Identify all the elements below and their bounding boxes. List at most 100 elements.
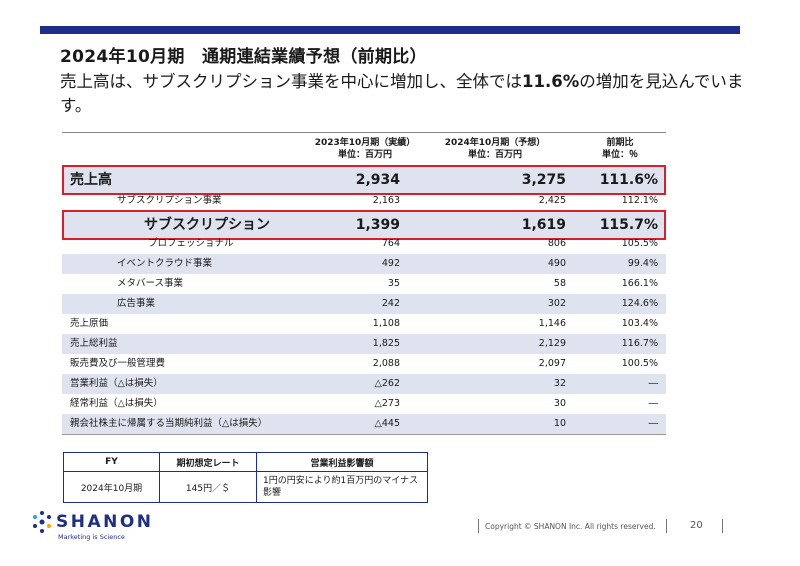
row-value-fy2023: 2,088 — [372, 358, 400, 369]
row-value-fy2024: 2,097 — [538, 358, 566, 369]
row-operating-income: 営業利益（△は損失） △262 32 ― — [62, 374, 666, 394]
row-value-yoy: ― — [648, 398, 659, 409]
row-professional: プロフェッショナル 764 806 105.5% — [62, 234, 666, 254]
row-value-fy2023: 35 — [387, 278, 400, 289]
row-value-yoy: 99.4% — [627, 258, 658, 269]
top-accent-bar — [40, 26, 740, 34]
row-value-yoy: 166.1% — [621, 278, 658, 289]
row-value-yoy: 115.7% — [599, 217, 658, 233]
row-value-fy2023: 242 — [381, 298, 400, 309]
row-value-fy2024: 490 — [547, 258, 566, 269]
fx-header-fy: FY — [63, 452, 160, 472]
row-value-yoy: 116.7% — [621, 338, 658, 349]
row-value-fy2024: 302 — [547, 298, 566, 309]
row-label: メタバース事業 — [117, 278, 184, 289]
subtitle-text: 売上高は、サブスクリプション事業を中心に増加し、全体では — [60, 72, 522, 91]
row-advertising: 広告事業 242 302 124.6% — [62, 294, 666, 314]
row-label: イベントクラウド事業 — [117, 258, 213, 269]
page-number: 20 — [690, 520, 703, 531]
row-label: 売上原価 — [70, 318, 109, 329]
footer-divider — [478, 519, 479, 533]
row-value-yoy: 124.6% — [621, 298, 658, 309]
row-value-fy2023: △445 — [374, 418, 400, 429]
column-header-yoy: 前期比 単位：％ — [590, 137, 650, 161]
row-value-fy2023: △273 — [374, 398, 400, 409]
subtitle-highlight: 11.6% — [522, 72, 580, 91]
row-value-yoy: 111.6% — [599, 172, 658, 188]
row-value-fy2024: 30 — [553, 398, 566, 409]
row-value-fy2023: 1,399 — [355, 217, 400, 233]
row-value-fy2023: 2,163 — [372, 195, 400, 206]
row-label: 営業利益（△は損失） — [70, 378, 163, 389]
row-gross-profit: 売上総利益 1,825 2,129 116.7% — [62, 334, 666, 354]
fx-cell-impact: 1円の円安により約1百万円のマイナス影響 — [256, 471, 428, 503]
row-label: 親会社株主に帰属する当期純利益（△は損失） — [70, 418, 268, 429]
row-value-yoy: ― — [648, 378, 659, 389]
row-sga: 販売費及び一般管理費 2,088 2,097 100.5% — [62, 354, 666, 374]
col3-header-label: 前期比 — [606, 138, 634, 148]
row-value-fy2023: 764 — [381, 238, 400, 249]
row-value-fy2024: 2,425 — [538, 195, 566, 206]
col3-unit-label: 単位：％ — [601, 150, 638, 160]
footer-divider — [722, 519, 723, 533]
row-label: 販売費及び一般管理費 — [70, 358, 166, 369]
column-header-fy2024: 2024年10月期（予想） 単位：百万円 — [430, 137, 560, 161]
row-net-sales: 売上高 2,934 3,275 111.6% — [62, 165, 666, 195]
row-label: 売上総利益 — [70, 338, 118, 349]
row-value-fy2024: 58 — [553, 278, 566, 289]
row-event-cloud: イベントクラウド事業 492 490 99.4% — [62, 254, 666, 274]
subtitle-text-end: の増加を見込んでいます。 — [60, 72, 744, 115]
row-value-fy2024: 2,129 — [538, 338, 566, 349]
row-value-fy2023: 2,934 — [355, 172, 400, 188]
fx-table-header-row: FY 期初想定レート 営業利益影響額 — [63, 452, 428, 472]
row-value-fy2023: 1,108 — [372, 318, 400, 329]
col2-unit-label: 単位：百万円 — [467, 150, 522, 160]
table-top-rule — [62, 132, 666, 133]
row-value-fy2023: △262 — [374, 378, 400, 389]
row-value-fy2024: 3,275 — [521, 172, 566, 188]
fx-table-data-row: 2024年10月期 145円／＄ 1円の円安により約1百万円のマイナス影響 — [63, 471, 428, 503]
logo-tagline: Marketing is Science — [58, 533, 125, 541]
copyright-text: Copyright © SHANON Inc. All rights reser… — [485, 522, 656, 531]
row-value-yoy: 103.4% — [621, 318, 658, 329]
col1-unit-label: 単位：百万円 — [337, 150, 392, 160]
row-value-yoy: ― — [648, 418, 659, 429]
row-value-yoy: 100.5% — [621, 358, 658, 369]
logo-dots-icon — [33, 511, 51, 533]
row-value-fy2023: 492 — [381, 258, 400, 269]
row-value-fy2024: 1,619 — [521, 217, 566, 233]
logo-name: SHANON — [56, 512, 154, 532]
row-value-fy2024: 1,146 — [538, 318, 566, 329]
fx-header-rate: 期初想定レート — [159, 452, 257, 472]
row-value-fy2024: 32 — [553, 378, 566, 389]
col2-header-label: 2024年10月期（予想） — [444, 138, 546, 148]
row-cost-of-sales: 売上原価 1,108 1,146 103.4% — [62, 314, 666, 334]
row-subscription-business: サブスクリプション事業 2,163 2,425 112.1% — [62, 191, 666, 211]
page-subtitle: 売上高は、サブスクリプション事業を中心に増加し、全体では11.6%の増加を見込ん… — [60, 70, 760, 118]
row-value-fy2024: 10 — [553, 418, 566, 429]
fx-cell-fy: 2024年10月期 — [63, 471, 160, 503]
shanon-logo: SHANON Marketing is Science — [30, 510, 151, 541]
column-header-fy2023: 2023年10月期（実績） 単位：百万円 — [305, 137, 425, 161]
row-subscription: サブスクリプション 1,399 1,619 115.7% — [62, 210, 666, 240]
page-title: 2024年10月期 通期連結業績予想（前期比） — [60, 47, 427, 67]
col1-header-label: 2023年10月期（実績） — [314, 138, 416, 148]
row-label: プロフェッショナル — [148, 238, 234, 249]
fx-rate-table: FY 期初想定レート 営業利益影響額 2024年10月期 145円／＄ 1円の円… — [63, 452, 428, 503]
fx-header-impact: 営業利益影響額 — [256, 452, 428, 472]
row-label: サブスクリプション事業 — [117, 195, 222, 206]
row-value-fy2024: 806 — [547, 238, 566, 249]
row-label: 広告事業 — [117, 298, 156, 309]
row-label: 売上高 — [70, 172, 112, 188]
row-value-fy2023: 1,825 — [372, 338, 400, 349]
table-bottom-rule — [62, 434, 666, 435]
footer-divider — [666, 519, 667, 533]
row-label: サブスクリプション — [144, 217, 270, 233]
row-ordinary-income: 経常利益（△は損失） △273 30 ― — [62, 394, 666, 414]
fx-cell-rate: 145円／＄ — [159, 471, 257, 503]
row-value-yoy: 112.1% — [621, 195, 658, 206]
row-value-yoy: 105.5% — [621, 238, 658, 249]
row-label: 経常利益（△は損失） — [70, 398, 163, 409]
row-net-income: 親会社株主に帰属する当期純利益（△は損失） △445 10 ― — [62, 414, 666, 434]
row-metaverse: メタバース事業 35 58 166.1% — [62, 274, 666, 294]
